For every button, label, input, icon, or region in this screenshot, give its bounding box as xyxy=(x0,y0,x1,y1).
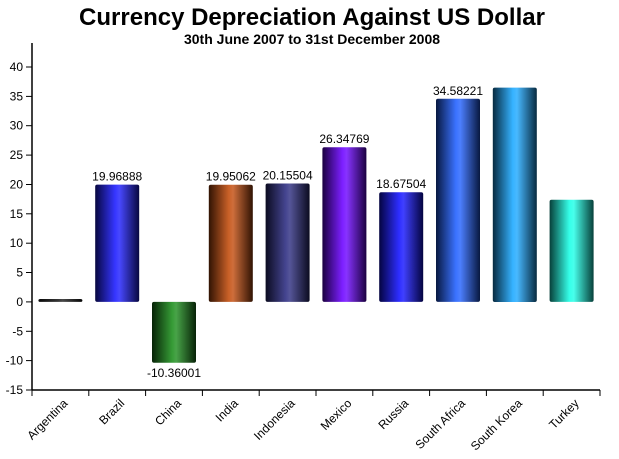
bars-layer xyxy=(38,87,594,363)
bar-brazil xyxy=(95,184,140,302)
bar-south-africa xyxy=(436,98,480,302)
bar-turkey xyxy=(549,199,594,302)
y-tick-label: 30 xyxy=(10,119,24,133)
data-label: 19.96888 xyxy=(92,170,142,184)
y-tick-label: 40 xyxy=(10,60,24,74)
category-label: Indonesia xyxy=(251,396,298,443)
y-tick-label: 20 xyxy=(10,178,24,192)
data-label: 34.58221 xyxy=(433,84,483,98)
y-tick-label: 5 xyxy=(16,266,23,280)
axes-layer: -15 -10 -5 0 5 10 15 20 25 30 35 40 xyxy=(6,43,601,397)
data-label: 26.34769 xyxy=(319,132,369,146)
data-label: -10.36001 xyxy=(147,366,201,380)
y-tick-label: -10 xyxy=(6,354,24,368)
data-label: 18.67504 xyxy=(376,177,426,191)
category-label: Turkey xyxy=(546,396,582,432)
data-label: 20.15504 xyxy=(263,169,313,183)
category-label: China xyxy=(152,396,184,428)
y-tick-label: 35 xyxy=(10,89,24,103)
chart-title: Currency Depreciation Against US Dollar xyxy=(79,4,545,31)
bar-russia xyxy=(379,192,424,302)
y-tick-label: 0 xyxy=(16,295,23,309)
bar-argentina xyxy=(38,299,83,302)
y-tick-label: -5 xyxy=(12,324,23,338)
chart-subtitle: 30th June 2007 to 31st December 2008 xyxy=(184,31,440,47)
bar-india xyxy=(208,184,253,302)
y-tick-label: 25 xyxy=(10,148,24,162)
bar-indonesia xyxy=(265,183,310,302)
bar-china xyxy=(152,301,196,363)
category-label: South Korea xyxy=(468,396,525,453)
data-label: 19.95062 xyxy=(206,170,256,184)
category-label: Russia xyxy=(375,396,411,432)
category-label: Brazil xyxy=(96,396,127,427)
bar-mexico xyxy=(322,147,367,302)
category-label: Mexico xyxy=(318,396,355,433)
y-tick-label: 10 xyxy=(10,236,24,250)
category-label: South Africa xyxy=(412,396,468,452)
y-tick-label: 15 xyxy=(10,207,24,221)
bar-south-korea xyxy=(492,87,537,302)
category-label: India xyxy=(213,396,242,425)
category-label: Argentina xyxy=(24,396,70,442)
y-tick-label: -15 xyxy=(6,383,24,397)
